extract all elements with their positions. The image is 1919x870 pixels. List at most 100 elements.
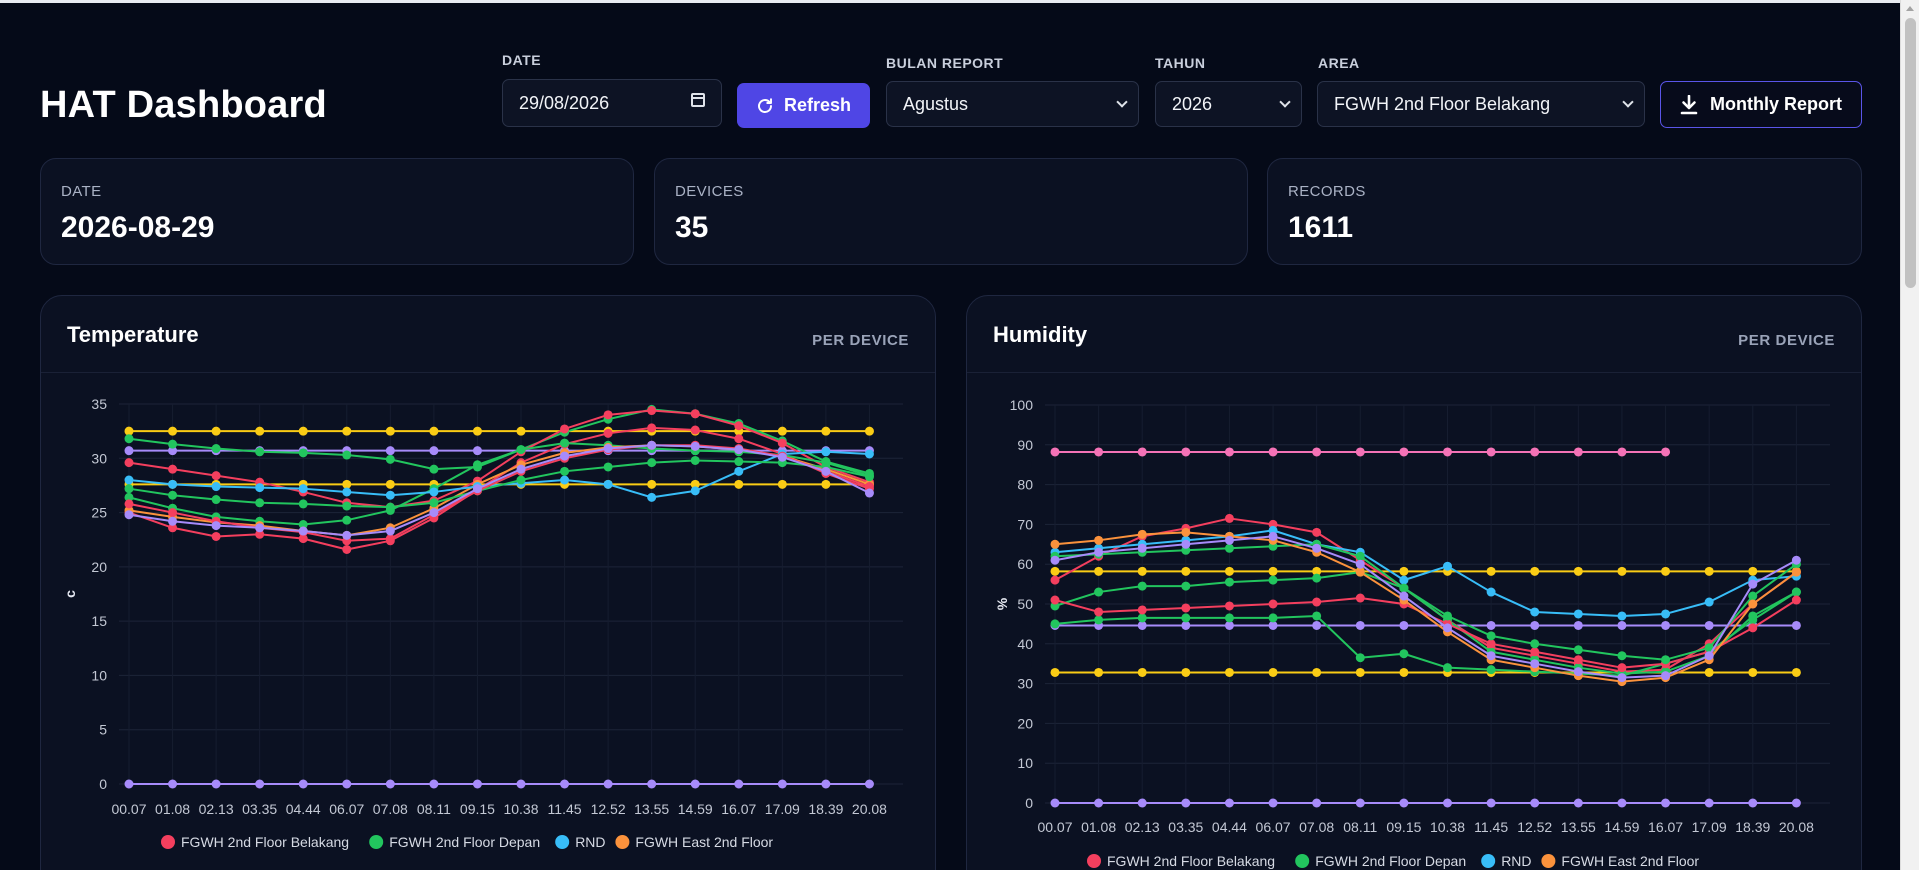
data-point (1224, 667, 1234, 677)
page-scrollbar[interactable] (1900, 0, 1919, 870)
data-point (1050, 447, 1060, 457)
data-point (1791, 595, 1801, 605)
data-point (472, 779, 482, 789)
data-point (429, 446, 439, 456)
data-point (1268, 566, 1278, 576)
data-point (1617, 673, 1627, 683)
data-point (168, 446, 178, 456)
data-point (1050, 566, 1060, 576)
data-point (1704, 597, 1714, 607)
data-point (1094, 566, 1104, 576)
data-point (124, 446, 134, 456)
scroll-thumb[interactable] (1905, 18, 1916, 288)
data-point (1443, 561, 1452, 571)
data-point (1268, 575, 1278, 585)
legend-label: RND (575, 834, 605, 850)
data-point (385, 534, 395, 544)
data-point (1094, 547, 1104, 557)
data-point (1486, 631, 1496, 641)
stat-label: DEVICES (675, 183, 744, 200)
monthly-report-button[interactable]: Monthly Report (1660, 81, 1862, 128)
date-input[interactable]: 29/08/2026 (502, 79, 722, 127)
bulan-report-select[interactable]: Agustus (886, 81, 1139, 127)
data-point (1443, 623, 1452, 633)
data-point (1573, 620, 1583, 630)
data-point (1661, 671, 1671, 681)
chart-badge: PER DEVICE (1738, 332, 1835, 349)
x-tick-label: 16.07 (1648, 819, 1683, 835)
data-point (1224, 577, 1234, 587)
data-point (1704, 566, 1714, 576)
data-point (1486, 651, 1496, 661)
x-tick-label: 18.39 (808, 801, 843, 817)
data-point (1137, 667, 1147, 677)
data-point (342, 487, 352, 497)
y-tick-label: 80 (1017, 477, 1033, 493)
data-point (1399, 620, 1409, 630)
data-point (560, 438, 570, 448)
data-point (1094, 447, 1104, 457)
data-point (1268, 798, 1278, 808)
data-point (342, 501, 352, 511)
data-point (1748, 566, 1758, 576)
data-point (385, 490, 395, 500)
data-point (1617, 663, 1627, 673)
refresh-button[interactable]: Refresh (737, 83, 870, 128)
window-top-border (0, 0, 1900, 3)
legend-swatch (615, 835, 630, 849)
calendar-icon[interactable] (691, 93, 705, 107)
data-point (1399, 798, 1409, 808)
area-select[interactable]: FGWH 2nd Floor Belakang (1317, 81, 1645, 127)
data-point (1748, 667, 1758, 677)
data-point (516, 445, 526, 455)
legend-label: FGWH East 2nd Floor (1561, 853, 1699, 869)
data-point (516, 464, 526, 474)
tahun-select[interactable]: 2026 (1155, 81, 1302, 127)
data-point (1486, 620, 1496, 630)
data-point (124, 458, 134, 468)
data-point (1050, 555, 1060, 565)
data-point (516, 475, 526, 485)
data-point (1486, 587, 1496, 597)
data-point (603, 779, 613, 789)
data-point (1486, 566, 1496, 576)
data-point (1355, 667, 1365, 677)
chevron-down-icon (1116, 96, 1128, 108)
data-point (516, 426, 526, 436)
data-point (211, 471, 221, 481)
data-point (124, 492, 134, 502)
data-point (1050, 798, 1060, 808)
data-point (1224, 566, 1234, 576)
data-point (1355, 447, 1365, 457)
data-point (1530, 659, 1540, 669)
monthly-report-label: Monthly Report (1710, 94, 1842, 114)
data-point (1137, 543, 1147, 553)
data-point (472, 426, 482, 436)
data-point (298, 448, 308, 458)
data-point (1617, 611, 1627, 621)
data-point (1312, 447, 1322, 457)
data-point (298, 426, 308, 436)
data-point (211, 482, 221, 492)
bulan-report-label: BULAN REPORT (886, 55, 1004, 71)
x-tick-label: 11.45 (548, 801, 582, 817)
data-point (211, 779, 221, 789)
y-tick-label: 90 (1017, 437, 1033, 453)
data-point (124, 426, 134, 436)
data-point (821, 479, 831, 489)
y-tick-label: 100 (1010, 397, 1034, 413)
data-point (255, 426, 265, 436)
data-point (560, 475, 570, 485)
data-point (124, 484, 134, 494)
scroll-up-arrow-icon[interactable] (1906, 6, 1914, 11)
data-point (1224, 535, 1234, 545)
data-point (560, 424, 570, 434)
data-point (1268, 447, 1278, 457)
data-point (385, 779, 395, 789)
data-point (255, 498, 265, 508)
data-point (690, 441, 700, 451)
x-tick-label: 03.35 (242, 801, 277, 817)
data-point (1573, 667, 1583, 677)
data-point (168, 523, 178, 533)
data-point (1137, 581, 1147, 591)
